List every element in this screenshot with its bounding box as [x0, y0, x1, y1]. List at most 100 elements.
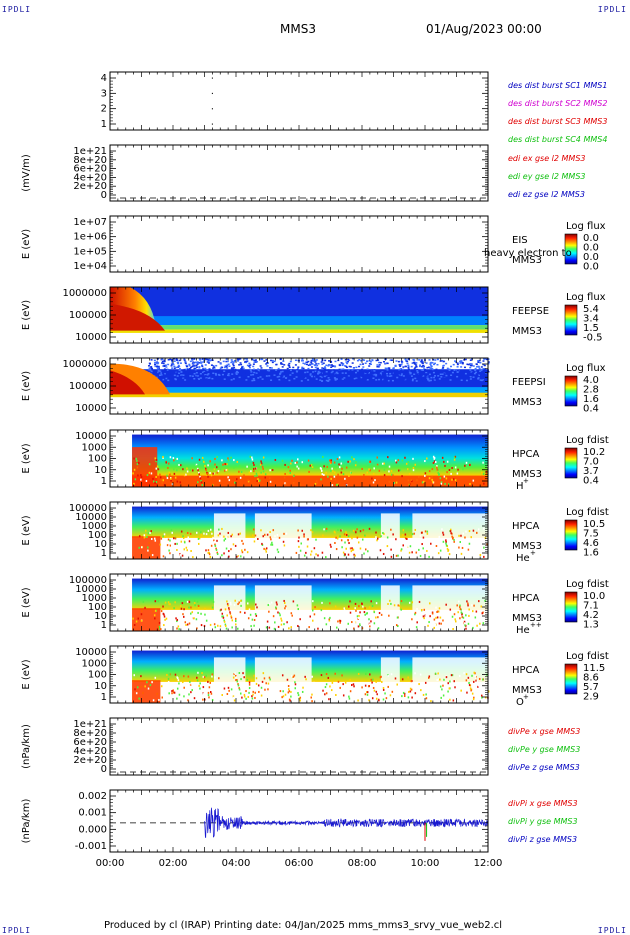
spectrogram-pixel — [156, 365, 159, 368]
spectrogram-pixel — [369, 361, 372, 363]
spectrogram-pixel — [348, 465, 351, 468]
spectrogram-pixel — [345, 466, 348, 469]
spectrogram-pixel — [140, 675, 142, 678]
spectrogram-pixel — [332, 365, 335, 367]
spectrogram-pixel — [199, 682, 201, 685]
spectrogram-pixel — [227, 457, 229, 460]
spectrogram-pixel — [428, 555, 430, 558]
spectrogram-pixel — [335, 371, 338, 374]
spectrogram-pixel — [329, 543, 332, 546]
spectrogram-pixel — [284, 463, 286, 466]
spectrogram-pixel — [477, 528, 480, 531]
spectrogram-pixel — [453, 456, 456, 459]
spectrogram-pixel — [274, 621, 276, 624]
spectrogram-pixel — [188, 378, 191, 380]
spectrogram-pixel — [254, 534, 257, 537]
spectrogram-pixel — [481, 696, 483, 699]
spectrogram-pixel — [160, 537, 163, 540]
spectrogram-pixel — [174, 601, 176, 604]
spectrogram-pixel — [232, 378, 235, 380]
spectrogram-pixel — [469, 375, 472, 378]
spectrogram-pixel — [339, 621, 341, 624]
spectrogram-pixel — [281, 674, 284, 677]
spectrogram-pixel — [218, 374, 221, 376]
spectrogram-pixel — [324, 366, 327, 368]
spectrogram-pixel — [221, 373, 224, 376]
spectrogram-pixel — [147, 546, 149, 549]
spectrogram-pixel — [204, 367, 207, 370]
spectrogram-pixel — [399, 469, 402, 472]
spectrogram-pixel — [150, 359, 153, 361]
spectrogram-pixel — [478, 688, 481, 691]
spectrogram-pixel — [221, 527, 223, 530]
spectrogram-pixel — [400, 369, 403, 372]
spectrogram-pixel — [253, 540, 256, 543]
spectrogram-pixel — [333, 377, 336, 379]
spectrogram-pixel — [273, 627, 276, 630]
spectrogram-pixel — [427, 379, 430, 381]
spectrogram-pixel — [361, 552, 363, 555]
spectrogram-pixel — [340, 529, 342, 532]
spectrogram-pixel — [268, 603, 271, 606]
spectrogram-pixel — [254, 475, 256, 478]
spectrogram-pixel — [255, 682, 258, 685]
spectrogram-pixel — [146, 474, 149, 477]
spectrogram-pixel — [188, 374, 191, 376]
spectrogram-pixel — [324, 693, 326, 696]
colorbar — [564, 519, 578, 551]
spectrogram-pixel — [402, 368, 405, 371]
spectrogram-pixel — [171, 531, 173, 534]
spectrogram-pixel — [263, 677, 266, 680]
spectrogram-pixel — [198, 542, 200, 545]
spectrogram-pixel — [243, 474, 245, 477]
y-tick-label: 1000 — [82, 521, 107, 532]
spectrogram-pixel — [253, 463, 255, 466]
spectrogram-pixel — [194, 622, 197, 625]
spectrogram-pixel — [205, 467, 207, 470]
spectrogram-pixel — [371, 359, 374, 361]
spectrogram-pixel — [136, 686, 139, 689]
spectrogram-pixel — [373, 689, 376, 692]
spectrogram-pixel — [447, 682, 449, 685]
spectrogram-pixel — [258, 690, 260, 693]
spectrogram-pixel — [460, 689, 462, 692]
spectrogram-pixel — [397, 537, 400, 540]
spectrogram-pixel — [268, 369, 271, 372]
spectrogram-pixel — [452, 478, 455, 481]
spectrogram-pixel — [161, 362, 164, 364]
spectrogram-pixel — [223, 539, 225, 542]
spectrogram-pixel — [433, 379, 436, 381]
spectrogram-pixel — [283, 544, 286, 547]
spectrogram-pixel — [323, 465, 325, 468]
spectrogram-pixel — [183, 686, 185, 689]
spectrogram-pixel — [196, 465, 198, 468]
spectrogram-pixel — [233, 673, 235, 676]
spectrogram-pixel — [331, 691, 333, 694]
spectrogram-pixel — [237, 555, 240, 558]
spectrogram-pixel — [421, 481, 424, 484]
spectrogram-pixel — [280, 371, 283, 373]
spectrogram-pixel — [241, 613, 244, 616]
spectrogram-pixel — [260, 529, 262, 532]
spectrogram-pixel — [184, 379, 187, 381]
spectrogram-pixel — [368, 363, 371, 365]
spectrogram-pixel — [145, 479, 148, 482]
spectrogram-pixel — [433, 626, 435, 629]
spectrogram-pixel — [234, 544, 237, 547]
spectrogram-pixel — [249, 364, 252, 366]
spectrogram-pixel — [433, 460, 436, 463]
spectrogram-pixel — [458, 534, 460, 537]
spectrogram-pixel — [165, 366, 168, 368]
spectrogram-pixel — [259, 463, 262, 466]
spectrogram-pixel — [134, 688, 136, 691]
spectrogram-pixel — [274, 554, 277, 557]
spectrogram-pixel — [437, 672, 439, 675]
spectrogram-pixel — [251, 358, 254, 361]
spectrogram-pixel — [277, 625, 280, 628]
spectrogram-pixel — [411, 551, 413, 554]
spectrogram-pixel — [216, 551, 219, 554]
spectrogram-pixel — [347, 368, 350, 371]
colorbar — [564, 375, 578, 407]
spectrogram-pixel — [147, 687, 150, 690]
